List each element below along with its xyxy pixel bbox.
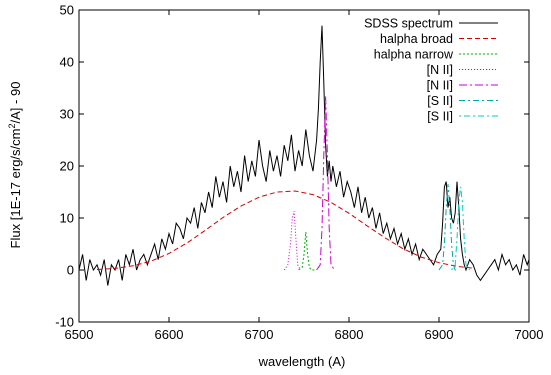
legend-label: SDSS spectrum (364, 17, 453, 31)
y-tick-label: -10 (55, 315, 74, 330)
series-line-7 (451, 186, 471, 271)
x-tick-label: 6700 (245, 327, 274, 342)
y-tick-label: 30 (60, 107, 74, 122)
y-axis-label: Flux [1E-17 erg/s/cm2/A] - 90 (7, 82, 23, 249)
y-tick-label: 0 (67, 263, 74, 278)
legend-label: [S II] (427, 110, 453, 124)
legend-label: [N II] (427, 63, 453, 77)
y-axis-label-superscript: 2 (7, 123, 17, 128)
x-tick-label: 6800 (335, 327, 364, 342)
series-line-6 (438, 184, 459, 271)
series-line-3 (298, 231, 315, 271)
legend-label: [S II] (427, 94, 453, 108)
y-tick-label: 20 (60, 159, 74, 174)
series-line-5 (316, 95, 336, 271)
series-line-1 (78, 25, 530, 286)
series-line-2 (96, 190, 476, 270)
x-axis-label: wavelength (A) (258, 354, 346, 369)
x-tick-label: 7000 (515, 327, 544, 342)
x-tick-label: 6600 (155, 327, 184, 342)
y-axis-label-part-2: /A] - 90 (8, 82, 23, 124)
plot-frame (78, 9, 530, 323)
legend-label: halpha broad (380, 32, 453, 46)
x-tick-label: 6500 (65, 327, 94, 342)
plot-lines (78, 25, 530, 286)
axes: 6500 6600 6700 6800 6900 7000 -10 0 10 20 30 40 50 (55, 3, 543, 343)
series-line-4 (283, 211, 301, 271)
y-tick-label: 40 (60, 55, 74, 70)
y-axis-label-part-1: Flux [1E-17 erg/s/cm (8, 129, 23, 249)
y-tick-label: 50 (60, 3, 74, 18)
x-tick-label: 6900 (425, 327, 454, 342)
legend-label: halpha narrow (374, 48, 454, 62)
legend-label: [N II] (427, 79, 453, 93)
y-tick-label: 10 (60, 211, 74, 226)
